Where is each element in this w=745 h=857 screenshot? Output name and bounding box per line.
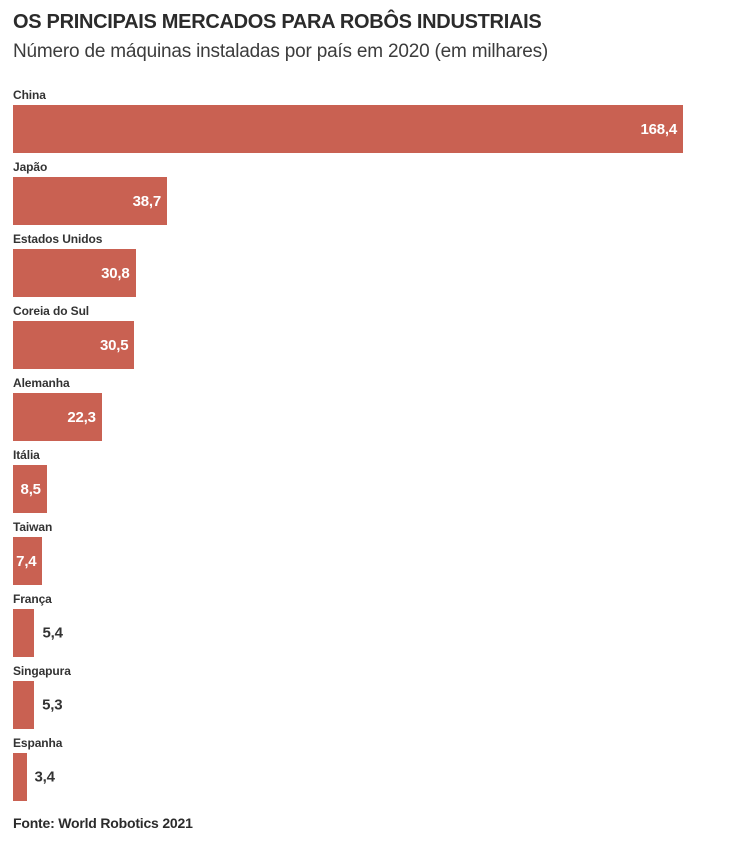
bar: 30,5 [13,321,135,369]
source-note: Fonte: World Robotics 2021 [13,815,193,831]
value-label: 8,5 [20,480,41,498]
value-label: 168,4 [640,120,677,138]
value-label: 30,5 [99,336,129,354]
bar-track: 8,5 [13,465,683,513]
bar [13,681,35,729]
bar [13,609,35,657]
bar: 7,4 [13,537,43,585]
value-label: 5,3 [42,696,63,714]
bar-track: 7,4 [13,537,683,585]
bar-row: Espanha 3,4 [13,737,732,801]
bar [13,753,27,801]
value-label: 30,8 [101,264,130,282]
value-label: 5,4 [42,624,63,642]
bar-row: Estados Unidos 30,8 [13,233,732,297]
bar-row: China 168,4 [13,89,732,153]
bar-row: Alemanha 22,3 [13,377,732,441]
bar-row: Coreia do Sul 30,5 [13,305,732,369]
chart-title: OS PRINCIPAIS MERCADOS PARA ROBÔS INDUST… [13,11,542,33]
bar: 8,5 [13,465,47,513]
bar-track: 5,4 [13,609,683,657]
bar-chart: China 168,4 Japão 38,7 Estados Unidos 30,8 Cor… [13,89,732,831]
category-label: Coreia do Sul [13,304,90,318]
bar-row: Itália 8,5 [13,449,732,513]
bar-track: 5,3 [13,681,683,729]
category-label: Itália [13,448,40,462]
value-label: 22,3 [67,408,96,426]
bar: 30,8 [13,249,136,297]
category-label: França [13,592,52,606]
value-label: 7,4 [16,552,37,570]
bar-row: Singapura 5,3 [13,665,732,729]
value-label: 38,7 [132,192,162,210]
category-label: Alemanha [13,376,70,390]
category-label: China [13,88,46,102]
category-label: Japão [13,160,48,174]
bar-row: Taiwan 7,4 [13,521,732,585]
bar-track: 168,4 [13,105,683,153]
bar-rows: China 168,4 Japão 38,7 Estados Unidos 30,8 Cor… [13,89,732,801]
bar-track: 30,8 [13,249,683,297]
category-label: Singapura [13,664,71,678]
bar-track: 3,4 [13,753,683,801]
category-label: Taiwan [13,520,53,534]
chart-page: OS PRINCIPAIS MERCADOS PARA ROBÔS INDUST… [13,11,732,831]
bar: 22,3 [13,393,102,441]
bar-track: 38,7 [13,177,683,225]
category-label: Espanha [13,736,63,750]
bar-row: Japão 38,7 [13,161,732,225]
bar-track: 22,3 [13,393,683,441]
bar: 38,7 [13,177,167,225]
bar: 168,4 [13,105,683,153]
bar-track: 30,5 [13,321,683,369]
value-label: 3,4 [34,768,55,786]
bar-row: França 5,4 [13,593,732,657]
chart-subtitle: Número de máquinas instaladas por país e… [13,41,549,62]
category-label: Estados Unidos [13,232,103,246]
